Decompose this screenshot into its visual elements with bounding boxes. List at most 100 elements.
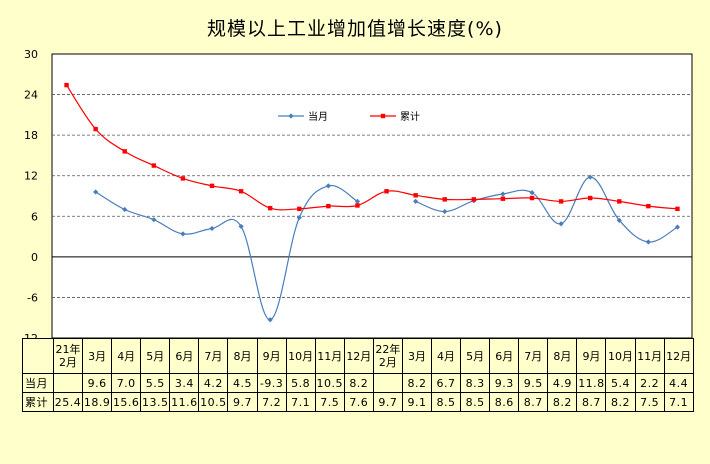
table-cell: 8.7 — [576, 392, 607, 412]
data-point-cumulative — [675, 206, 680, 212]
y-tick-label: -12 — [20, 332, 38, 338]
data-point-monthly — [500, 191, 506, 197]
data-table: 21年2月 3月 4月 5月 6月 7月 8月 9月 10月 11月 12月 22年2月 3月 4月 5月 6… — [22, 338, 694, 412]
table-cell: 9.6 — [82, 373, 113, 393]
table-cell: 5.4 — [605, 373, 636, 393]
data-point-monthly — [267, 317, 273, 323]
x-category-label: 3月 — [401, 338, 433, 374]
table-row: 累计 25.4 18.9 15.6 13.5 11.6 10.5 9.7 7.2 7.1 7.5 7.… — [22, 392, 694, 412]
data-point-cumulative — [93, 126, 98, 132]
data-point-cumulative — [209, 183, 215, 189]
table-cell: 8.6 — [489, 392, 520, 412]
table-cell: 7.2 — [256, 392, 287, 412]
y-tick-label: -6 — [27, 291, 38, 304]
x-category-label: 8月 — [547, 338, 578, 374]
table-cell: 3.4 — [169, 373, 200, 393]
data-point-monthly — [238, 223, 244, 230]
series-line-cumulative — [66, 84, 678, 211]
x-category-label: 7月 — [518, 338, 549, 374]
data-point-cumulative — [64, 82, 69, 88]
data-point-cumulative — [151, 163, 157, 168]
chart-title: 规模以上工业增加值增长速度(%) — [207, 18, 503, 40]
table-cell: 8.2 — [401, 373, 433, 393]
table-cell: 8.5 — [460, 392, 491, 412]
table-cell: 4.9 — [547, 373, 578, 393]
table-cell: 8.2 — [605, 392, 636, 412]
x-category-label: 4月 — [431, 338, 462, 374]
data-point-cumulative — [384, 189, 389, 194]
data-point-cumulative — [413, 193, 418, 198]
table-cell: 8.5 — [431, 392, 462, 412]
x-category-label: 12月 — [663, 338, 694, 374]
table-cell: 7.1 — [663, 392, 694, 412]
table-cell: 9.5 — [518, 373, 549, 393]
x-category-label: 4月 — [111, 338, 142, 374]
table-cell: 6.7 — [431, 373, 462, 393]
data-point-cumulative — [500, 196, 506, 201]
x-category-label: 21年2月 — [52, 338, 84, 374]
plot-area — [51, 53, 693, 338]
data-point-cumulative — [326, 203, 331, 209]
table-cell: 7.6 — [343, 392, 374, 412]
table-cell: 18.9 — [82, 392, 113, 412]
gridlines — [52, 94, 692, 298]
data-point-cumulative — [442, 197, 447, 202]
table-cell: 5.5 — [140, 373, 171, 393]
data-point-cumulative — [267, 205, 273, 211]
data-point-cumulative — [646, 203, 651, 209]
legend-marker-monthly — [288, 113, 294, 119]
data-point-monthly — [616, 217, 622, 223]
data-point-cumulative — [180, 176, 186, 181]
table-cell: 4.5 — [227, 373, 258, 393]
table-cell: 5.8 — [285, 373, 316, 393]
series-line-monthly — [95, 176, 678, 321]
y-tick-label: 24 — [24, 89, 38, 102]
data-point-monthly — [674, 224, 681, 230]
x-category-label: 6月 — [489, 338, 520, 374]
x-category-label: 9月 — [576, 338, 607, 374]
data-point-cumulative — [122, 149, 127, 154]
x-category-label: 5月 — [140, 338, 171, 374]
y-tick-label: 6 — [31, 210, 38, 223]
table-cell: 7.1 — [285, 392, 316, 412]
data-point-monthly — [558, 221, 564, 227]
y-tick-label: 12 — [24, 170, 38, 183]
x-category-label: 5月 — [460, 338, 491, 374]
table-cell: 7.0 — [111, 373, 142, 393]
legend: 当月 累计 — [278, 110, 420, 123]
data-point-monthly — [180, 231, 186, 237]
table-cell: 4.4 — [663, 373, 694, 393]
table-cell: 9.7 — [227, 392, 258, 412]
table-cell: 8.7 — [518, 392, 549, 412]
data-point-monthly — [529, 190, 535, 196]
x-category-label: 3月 — [82, 338, 113, 374]
table-cell: 11.6 — [169, 392, 200, 412]
table-cell: 8.3 — [460, 373, 491, 393]
data-point-monthly — [209, 225, 215, 232]
data-point-cumulative — [238, 189, 244, 194]
series-lines — [66, 84, 678, 321]
legend-label-cumulative: 累计 — [400, 110, 420, 123]
data-point-monthly — [354, 198, 361, 205]
x-category-label: 6月 — [169, 338, 200, 374]
table-cell: 2.2 — [634, 373, 665, 393]
data-point-monthly — [587, 174, 593, 180]
line-chart: 30 24 18 12 6 0 -6 -12 当月 累计 — [20, 48, 693, 338]
data-point-cumulative — [558, 199, 564, 204]
data-point-monthly — [645, 239, 651, 245]
table-cell: 25.4 — [52, 392, 84, 412]
data-point-cumulative — [355, 203, 360, 208]
x-category-label: 11月 — [314, 338, 345, 374]
table-cell: 8.2 — [547, 392, 578, 412]
data-point-cumulative — [587, 195, 593, 201]
table-row-label: 累计 — [22, 392, 54, 412]
table-cell: 9.1 — [401, 392, 433, 412]
data-point-monthly — [93, 189, 99, 195]
table-cell: 11.8 — [576, 373, 607, 393]
table-cell: 10.5 — [198, 392, 229, 412]
y-tick-label: 18 — [24, 129, 38, 142]
table-cell: 10.5 — [314, 373, 345, 393]
x-category-label: 22年2月 — [372, 338, 403, 374]
table-row-label: 当月 — [22, 373, 54, 393]
data-point-monthly — [122, 206, 128, 213]
